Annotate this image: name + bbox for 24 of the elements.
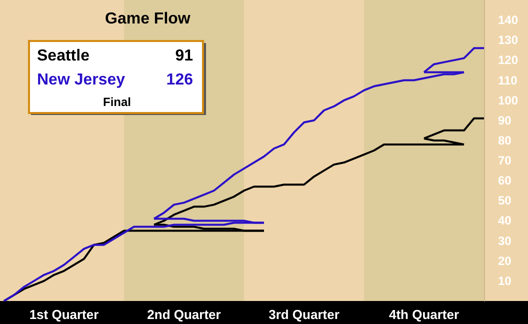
y-tick-label: 90: [498, 113, 512, 128]
x-tick-label: 1st Quarter: [29, 307, 99, 322]
text: Seattle: [37, 48, 90, 64]
annotation: 126: [166, 72, 194, 88]
y-tick-label: 50: [498, 194, 512, 208]
x-tick-label: 4th Quarter: [388, 307, 460, 322]
y-tick-label: 140: [498, 13, 518, 28]
y-tick-label: 130: [498, 33, 518, 48]
y-tick-label: 100: [498, 93, 518, 108]
x-tick-label: 2nd Quarter: [147, 307, 221, 322]
y-tick-label: 30: [498, 234, 512, 248]
y-tick-label: 80: [498, 133, 512, 148]
text: Game Flow: [105, 10, 191, 28]
y-tick-label: 120: [498, 53, 518, 68]
annotation: 91: [175, 48, 194, 64]
y-tick-label: 40: [498, 214, 512, 228]
y-tick-label: 10: [498, 274, 512, 288]
annotation: Final: [103, 95, 132, 109]
y-tick-label: 70: [498, 154, 512, 168]
x-tick-label: 3rd Quarter: [268, 307, 340, 322]
y-tick-label: 20: [498, 254, 512, 268]
y-tick-label: 110: [498, 73, 518, 88]
y-tick-label: 60: [498, 174, 512, 188]
text: New Jersey: [37, 72, 126, 88]
